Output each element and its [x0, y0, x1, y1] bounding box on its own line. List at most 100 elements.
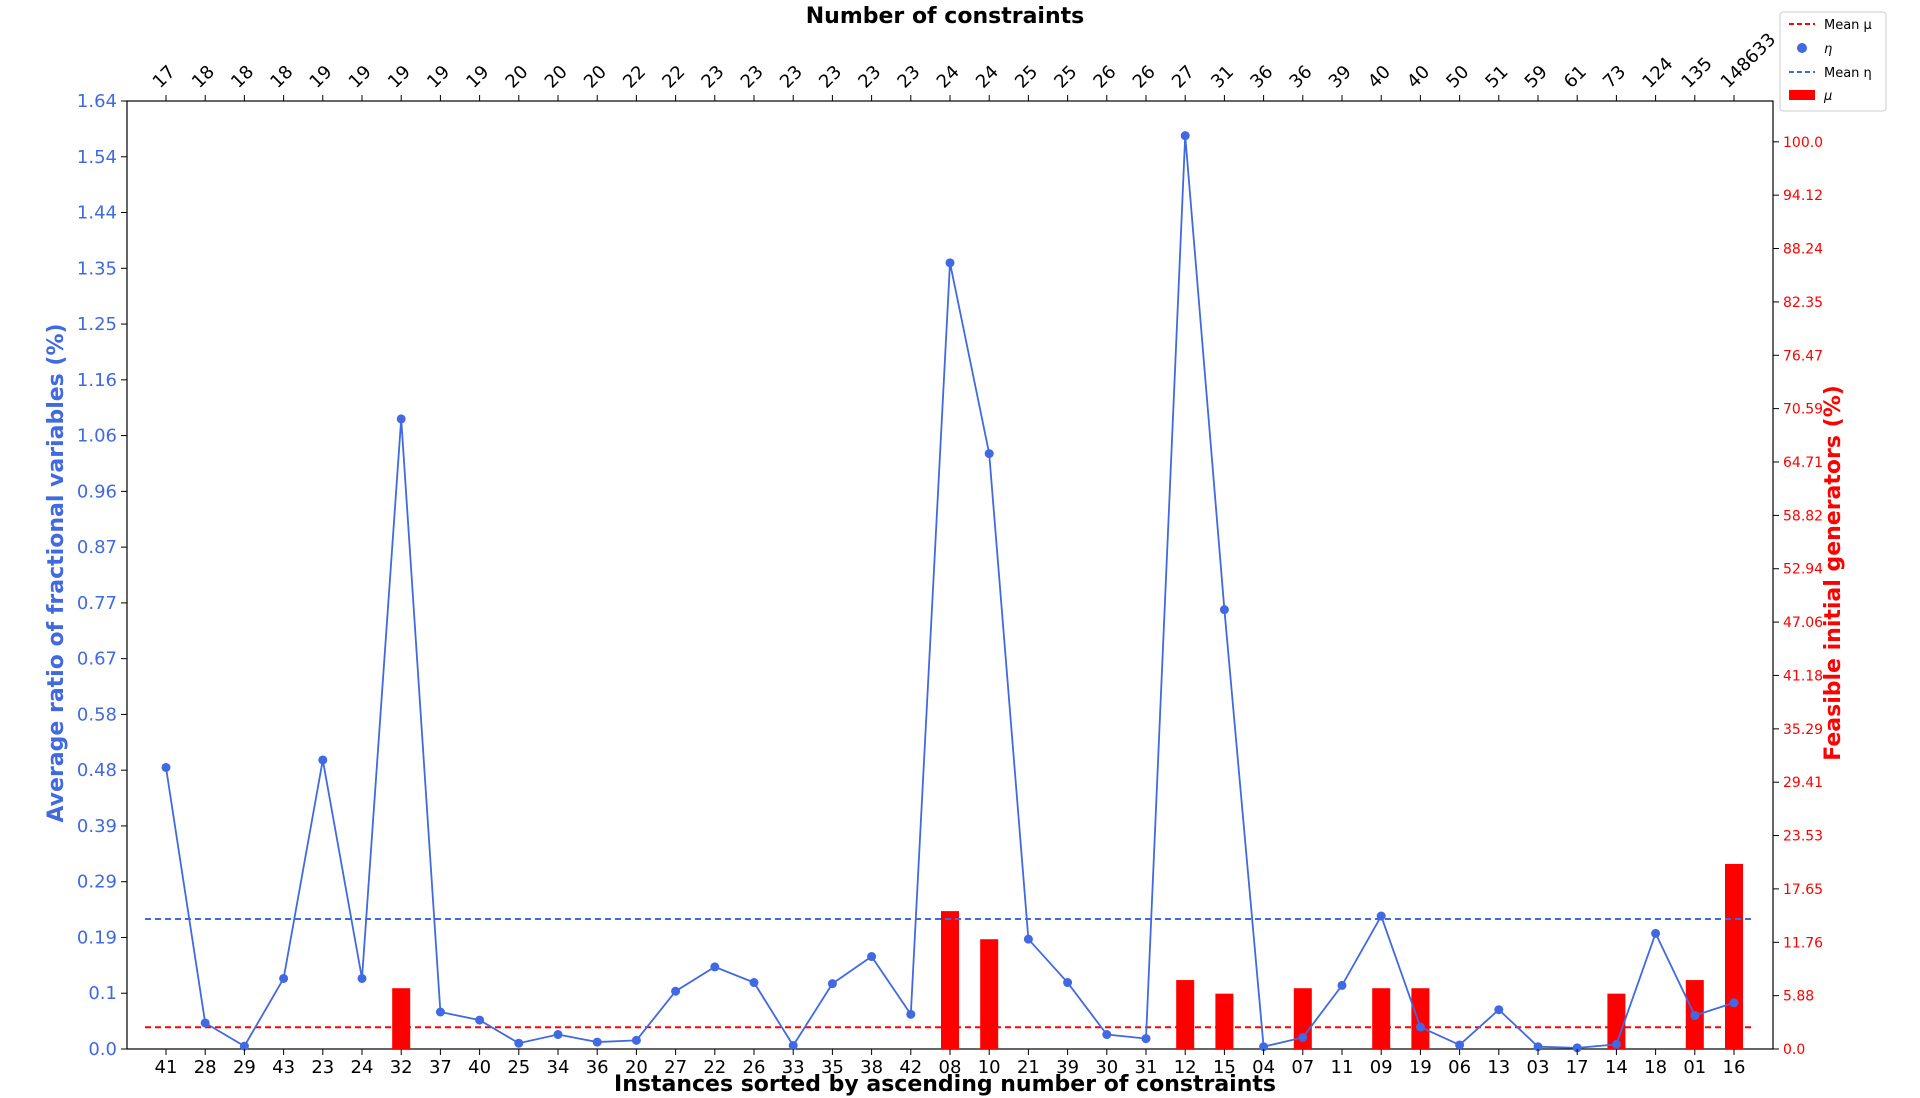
eta-point-22 [710, 962, 720, 972]
x-tick-label: 11 [1331, 1057, 1354, 1078]
top-tick-label: 40 [1403, 61, 1434, 92]
x-tick-label: 25 [507, 1057, 530, 1078]
x-tick-label: 37 [429, 1057, 452, 1078]
y-left-tick-label: 1.16 [77, 370, 117, 391]
top-tick-label: 61 [1560, 61, 1591, 92]
x-tick-label: 20 [625, 1057, 648, 1078]
top-tick-label: 18 [227, 61, 258, 92]
top-tick-label: 25 [1050, 61, 1081, 92]
x-tick-label: 07 [1291, 1057, 1314, 1078]
x-tick-label: 04 [1252, 1057, 1275, 1078]
x-tick-label: 32 [390, 1057, 413, 1078]
top-tick-label: 39 [1325, 61, 1356, 92]
eta-point-19 [1415, 1022, 1425, 1032]
top-tick-label: 18 [266, 61, 297, 92]
axes-frame [126, 100, 1774, 1050]
y-left-tick-label: 1.25 [77, 314, 117, 335]
eta-point-37 [435, 1007, 445, 1017]
x-tick-label: 29 [233, 1057, 256, 1078]
eta-point-24 [357, 973, 367, 983]
y-right-tick-label: 58.82 [1783, 508, 1823, 524]
y-left-tick-label: 0.1 [88, 983, 117, 1004]
eta-point-01 [1690, 1010, 1700, 1020]
top-axis-title: Number of constraints [806, 4, 1084, 29]
y-left-tick-label: 0.77 [77, 593, 117, 614]
x-tick-label: 42 [899, 1057, 922, 1078]
line-series-eta [161, 131, 1739, 1053]
y-right-tick-label: 5.88 [1783, 989, 1814, 1005]
x-tick-label: 08 [939, 1057, 962, 1078]
y-left-tick-label: 0.29 [77, 872, 117, 893]
x-tick-label: 09 [1370, 1057, 1393, 1078]
top-tick-label: 22 [619, 61, 650, 92]
y-right-tick-label: 0.0 [1783, 1042, 1805, 1058]
x-tick-label: 28 [194, 1057, 217, 1078]
eta-point-35 [827, 979, 837, 989]
eta-point-13 [1494, 1005, 1504, 1015]
eta-point-12 [1180, 131, 1190, 141]
x-tick-label: 16 [1723, 1057, 1746, 1078]
eta-point-27 [671, 986, 681, 996]
eta-point-31 [1141, 1034, 1151, 1044]
mean-lines [145, 917, 1755, 1029]
y-left-tick-label: 0.96 [77, 481, 117, 502]
y-right-tick-label: 64.71 [1783, 455, 1823, 471]
y-left-tick-label: 0.39 [77, 816, 117, 837]
top-tick-label: 59 [1521, 61, 1552, 92]
top-tick-label: 19 [423, 61, 454, 92]
top-tick-label: 23 [815, 61, 846, 92]
x-tick-label: 15 [1213, 1057, 1236, 1078]
legend-label-mean-eta: Mean η [1824, 66, 1872, 81]
eta-point-17 [1572, 1043, 1582, 1053]
x-tick-label: 13 [1487, 1057, 1510, 1078]
eta-point-20 [631, 1035, 641, 1045]
top-tick-label: 23 [854, 61, 885, 92]
x-tick-label: 26 [743, 1057, 766, 1078]
top-tick-label: 26 [1089, 61, 1120, 92]
x-tick-label: 38 [860, 1057, 883, 1078]
x-tick-label: 19 [1409, 1057, 1432, 1078]
eta-point-34 [553, 1030, 563, 1040]
eta-point-15 [1219, 605, 1229, 615]
y-right-tick-label: 76.47 [1783, 348, 1823, 364]
top-tick-label: 26 [1129, 61, 1160, 92]
x-tick-label: 24 [351, 1057, 374, 1078]
top-tick-label: 50 [1442, 61, 1473, 92]
eta-point-03 [1533, 1042, 1543, 1052]
top-tick-label: 24 [933, 61, 964, 92]
y-right-tick-label: 94.12 [1783, 188, 1823, 204]
eta-point-08 [945, 258, 955, 268]
x-tick-label: 22 [703, 1057, 726, 1078]
y-left-tick-label: 0.67 [77, 649, 117, 670]
eta-point-40 [475, 1015, 485, 1025]
eta-point-38 [867, 952, 877, 962]
bar-mu-08 [941, 911, 959, 1049]
eta-point-14 [1611, 1039, 1621, 1049]
x-tick-label: 27 [664, 1057, 687, 1078]
top-tick-label: 23 [737, 61, 768, 92]
bar-mu-12 [1176, 980, 1195, 1049]
eta-point-39 [1063, 978, 1073, 988]
top-tick-label: 19 [462, 61, 493, 92]
x-tick-label: 30 [1095, 1057, 1118, 1078]
eta-point-07 [1298, 1032, 1308, 1042]
top-tick-label: 73 [1599, 61, 1630, 92]
y-right-tick-label: 23.53 [1783, 829, 1823, 845]
legend-swatch-mu [1789, 90, 1815, 100]
top-tick-label: 40 [1364, 61, 1395, 92]
eta-point-32 [396, 414, 406, 424]
eta-point-28 [200, 1018, 210, 1028]
y-right-tick-label: 70.59 [1783, 402, 1823, 418]
bar-mu-32 [392, 988, 411, 1049]
y-right-tick-label: 29.41 [1783, 775, 1823, 791]
top-tick-label: 124 [1638, 53, 1677, 92]
y-left-tick-label: 1.64 [77, 91, 117, 112]
y-left-tick-label: 1.54 [77, 147, 117, 168]
y-axis-label-left: Average ratio of fractional variables (%… [44, 323, 69, 822]
y-left-tick-label: 0.19 [77, 927, 117, 948]
top-tick-label: 20 [541, 61, 572, 92]
eta-point-43 [279, 973, 289, 983]
x-tick-label: 18 [1644, 1057, 1667, 1078]
top-tick-label: 19 [305, 61, 336, 92]
